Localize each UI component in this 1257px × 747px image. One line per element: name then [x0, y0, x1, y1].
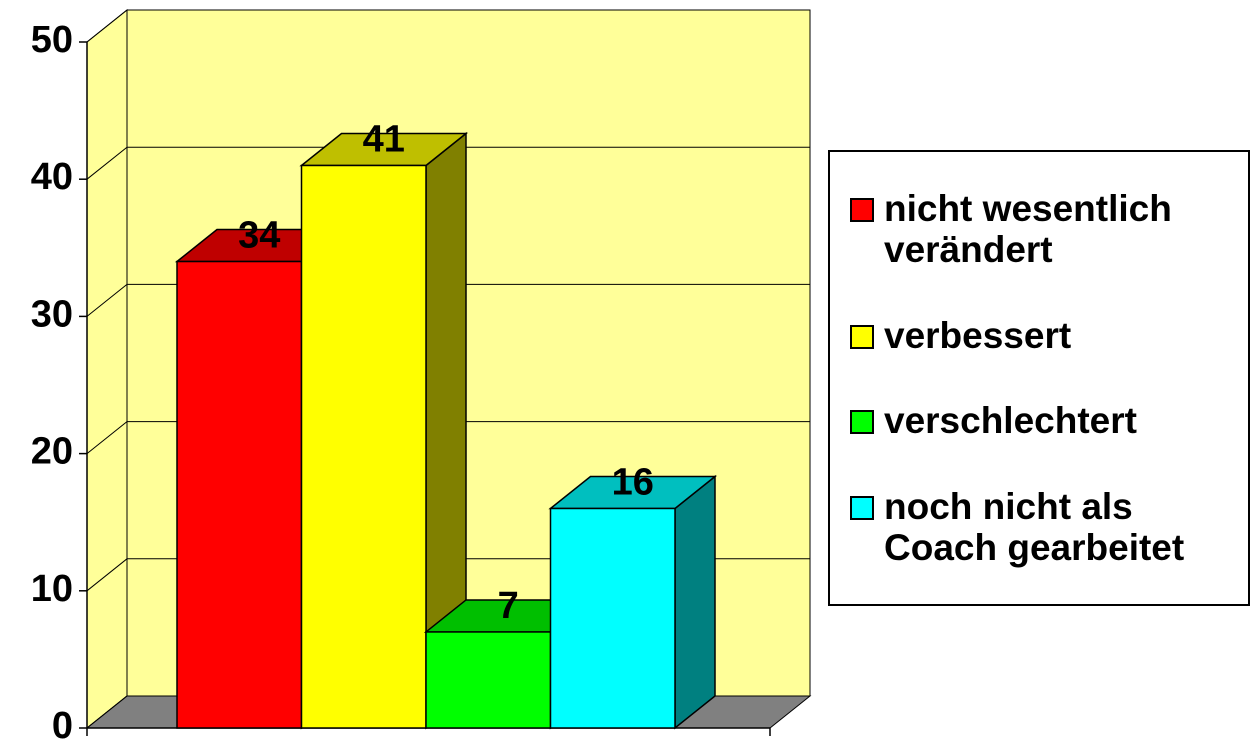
legend: nicht wesentlich verändert verbessert vers…	[828, 150, 1250, 606]
data-label: 16	[612, 462, 654, 504]
grid-line	[86, 421, 810, 454]
data-label: 41	[363, 119, 405, 161]
legend-entry: verbessert	[850, 315, 1248, 356]
grid-line	[86, 146, 810, 180]
legend-swatch	[850, 324, 874, 349]
bar-side	[674, 474, 716, 730]
legend-label: verschlechtert	[884, 400, 1137, 442]
data-label: 7	[498, 585, 519, 627]
y-tick-label: 10	[31, 568, 73, 610]
legend-entry: nicht wesentlich verändert	[850, 188, 1248, 270]
legend-label: noch nicht als Coach gearbeitet	[884, 485, 1185, 568]
bar	[300, 164, 427, 729]
y-tick-label: 50	[31, 19, 73, 61]
y-tick-label: 40	[31, 156, 73, 198]
data-label: 34	[238, 215, 280, 257]
legend-label: nicht wesentlich verändert	[884, 188, 1172, 271]
y-tick-label: 20	[31, 431, 73, 473]
legend-swatch	[850, 410, 874, 435]
bar	[176, 260, 303, 729]
legend-swatch	[850, 198, 874, 223]
side-wall	[86, 8, 128, 730]
legend-label: verbessert	[884, 314, 1072, 356]
legend-entry: verschlechtert	[850, 400, 1248, 441]
bar	[549, 507, 676, 729]
grid-line	[86, 283, 810, 317]
bar	[425, 631, 552, 729]
legend-swatch	[850, 495, 874, 520]
grid-line	[86, 9, 810, 43]
legend-entry: noch nicht als Coach gearbeitet	[850, 486, 1248, 568]
y-tick-label: 0	[52, 705, 73, 747]
y-tick-label: 30	[31, 293, 73, 335]
